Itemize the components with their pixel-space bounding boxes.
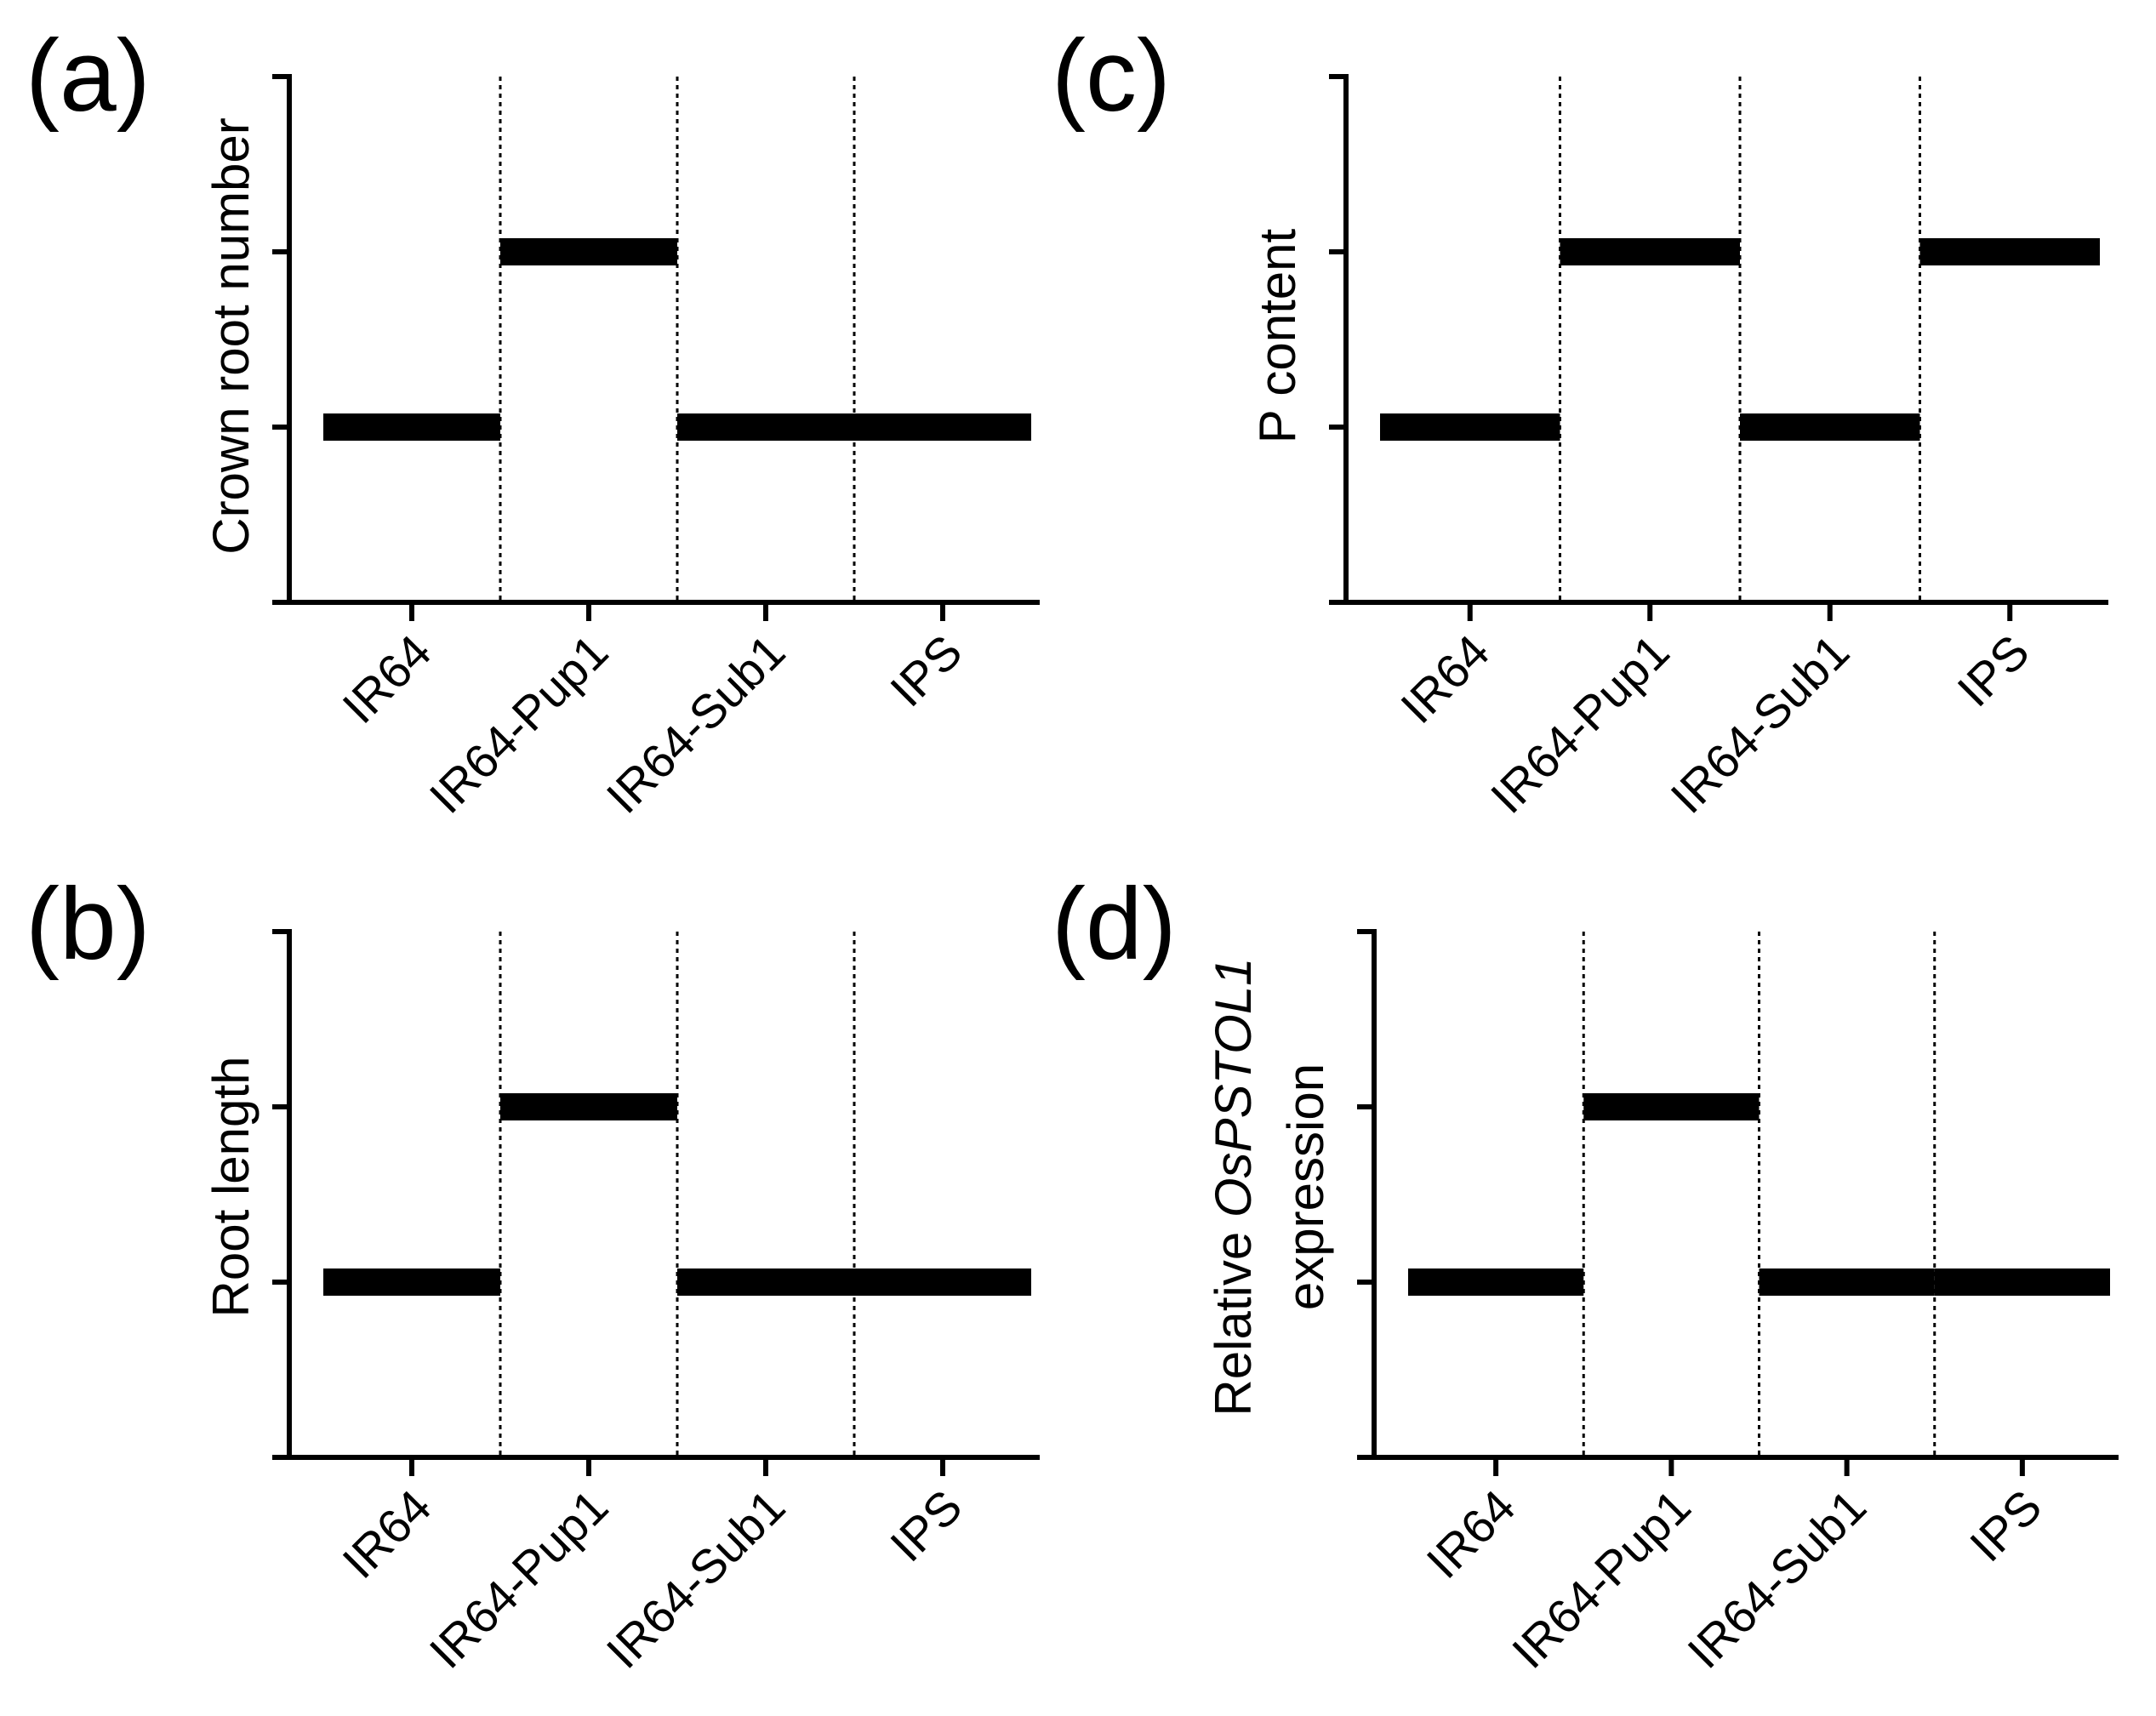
panel-a-x-tick-label: IR64-Pup1 bbox=[419, 624, 619, 824]
panel-b-ylabel: Root length bbox=[202, 1057, 260, 1318]
panel-d-x-tick-label: IR64 bbox=[1416, 1479, 1525, 1588]
panel-c-ylabel: P content bbox=[1249, 228, 1306, 443]
panel-a-x-tick-label: IPS bbox=[880, 624, 972, 716]
panel-c-bar-4 bbox=[1919, 238, 2100, 265]
panel-d-ylabel-line2: expression bbox=[1277, 1063, 1334, 1310]
panel-b-bar-2 bbox=[500, 1093, 677, 1120]
panel-a-bar-3 bbox=[677, 413, 854, 441]
panel-c-letter: (c) bbox=[1052, 19, 1171, 133]
panel-b-bar-3 bbox=[677, 1268, 854, 1296]
panel-a-x-tick-label: IR64-Sub1 bbox=[596, 624, 796, 824]
panel-d-bar-4 bbox=[1934, 1268, 2110, 1296]
panel-c-bar-3 bbox=[1740, 413, 1920, 441]
panel-a-bar-4 bbox=[854, 413, 1031, 441]
panel-c-x-tick-label: IR64 bbox=[1390, 624, 1499, 733]
panel-d-x-tick-label: IPS bbox=[1959, 1479, 2051, 1571]
panel-b-x-tick-label: IPS bbox=[880, 1479, 972, 1571]
panel-c-x-tick-label: IR64-Sub1 bbox=[1660, 624, 1859, 824]
panel-b-bar-1 bbox=[323, 1268, 500, 1296]
panel-d: (d) Relative OsPSTOL1 expression IR64IR6… bbox=[1052, 867, 2119, 1679]
panel-a-bar-1 bbox=[323, 413, 500, 441]
panel-d-bar-2 bbox=[1583, 1093, 1760, 1120]
panel-b-x-tick-label: IR64-Sub1 bbox=[596, 1479, 796, 1679]
panel-c-bar-2 bbox=[1560, 238, 1740, 265]
panel-a: (a) Crown root number IR64IR64-Pup1IR64-… bbox=[26, 19, 1040, 824]
panel-a-x-tick-label: IR64 bbox=[332, 624, 441, 733]
panel-b-x-tick-label: IR64-Pup1 bbox=[419, 1479, 619, 1679]
panel-c-x-tick-label: IR64-Pup1 bbox=[1480, 624, 1680, 824]
panel-d-bar-1 bbox=[1408, 1268, 1584, 1296]
panel-c-x-tick-label: IPS bbox=[1947, 624, 2039, 716]
panel-a-bar-2 bbox=[500, 238, 677, 265]
panel-d-ylabel-gene: OsPSTOL1 bbox=[1205, 957, 1262, 1217]
panel-a-ylabel: Crown root number bbox=[202, 117, 260, 555]
panel-d-ylabel-prefix: Relative bbox=[1205, 1217, 1262, 1416]
panel-d-x-tick-label: IR64-Pup1 bbox=[1502, 1479, 1701, 1679]
panel-d-x-tick-label: IR64-Sub1 bbox=[1677, 1479, 1876, 1679]
panel-c-bar-1 bbox=[1380, 413, 1560, 441]
panel-d-ylabel-line1: Relative OsPSTOL1 bbox=[1205, 957, 1262, 1416]
panel-d-letter: (d) bbox=[1052, 867, 1177, 981]
panel-a-letter: (a) bbox=[26, 19, 151, 133]
panel-b-bar-4 bbox=[854, 1268, 1031, 1296]
panel-b-x-tick-label: IR64 bbox=[332, 1479, 441, 1588]
panel-d-bar-3 bbox=[1759, 1268, 1935, 1296]
panel-b-letter: (b) bbox=[26, 867, 151, 981]
